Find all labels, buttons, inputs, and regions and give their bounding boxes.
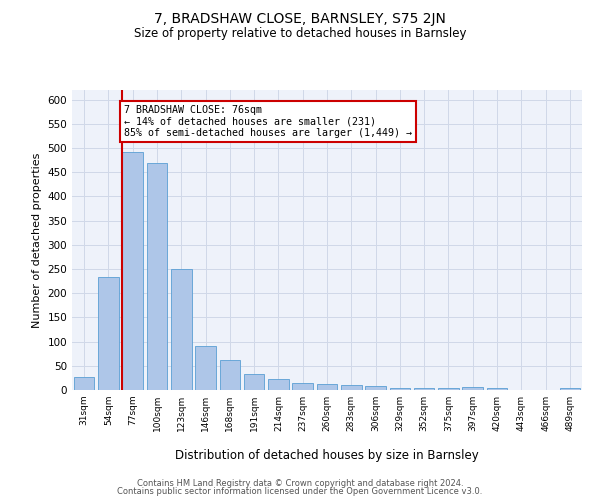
Text: Size of property relative to detached houses in Barnsley: Size of property relative to detached ho…	[134, 28, 466, 40]
Bar	[317, 384, 337, 390]
Bar	[195, 346, 216, 390]
Bar	[463, 386, 483, 390]
Bar	[341, 385, 362, 390]
Bar	[146, 162, 167, 390]
Bar	[389, 388, 410, 390]
Text: 7, BRADSHAW CLOSE, BARNSLEY, S75 2JN: 7, BRADSHAW CLOSE, BARNSLEY, S75 2JN	[154, 12, 446, 26]
Bar	[171, 269, 191, 390]
Text: Distribution of detached houses by size in Barnsley: Distribution of detached houses by size …	[175, 448, 479, 462]
Bar	[122, 152, 143, 390]
Bar	[560, 388, 580, 390]
Bar	[438, 388, 459, 390]
Text: 7 BRADSHAW CLOSE: 76sqm
← 14% of detached houses are smaller (231)
85% of semi-d: 7 BRADSHAW CLOSE: 76sqm ← 14% of detache…	[124, 104, 412, 138]
Bar	[365, 386, 386, 390]
Bar	[220, 360, 240, 390]
Text: Contains public sector information licensed under the Open Government Licence v3: Contains public sector information licen…	[118, 487, 482, 496]
Bar	[268, 379, 289, 390]
Bar	[292, 383, 313, 390]
Bar	[244, 374, 265, 390]
Bar	[98, 277, 119, 390]
Bar	[74, 378, 94, 390]
Text: Contains HM Land Registry data © Crown copyright and database right 2024.: Contains HM Land Registry data © Crown c…	[137, 478, 463, 488]
Bar	[414, 388, 434, 390]
Bar	[487, 388, 508, 390]
Y-axis label: Number of detached properties: Number of detached properties	[32, 152, 42, 328]
